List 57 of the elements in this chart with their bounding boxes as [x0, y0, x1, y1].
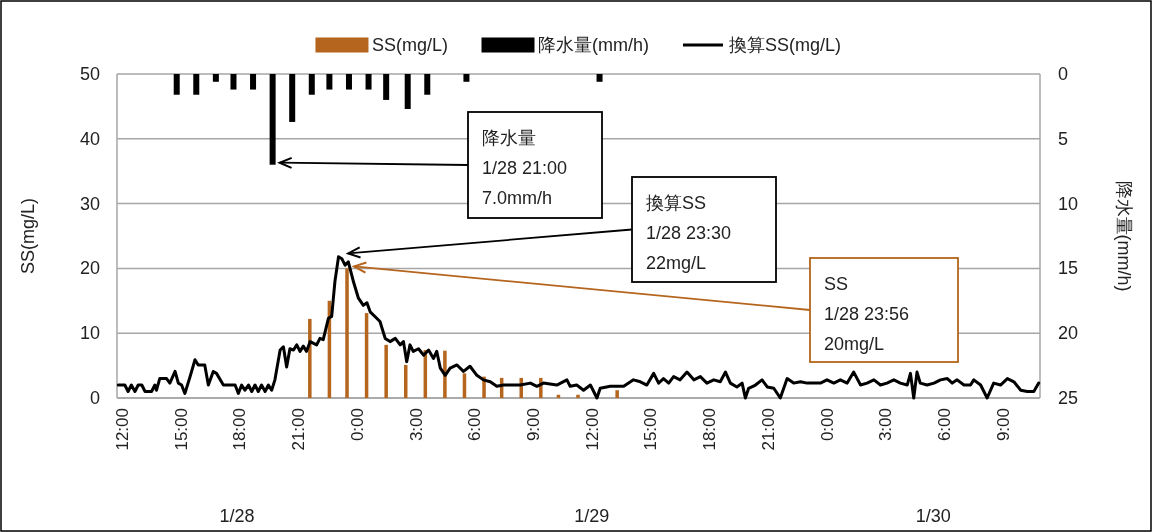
- y-tick-label: 0: [89, 388, 100, 408]
- legend-label: 降水量(mm/h): [538, 35, 649, 55]
- bar: [308, 318, 312, 398]
- x-tick-label: 18:00: [700, 408, 720, 451]
- y-tick-label: 40: [79, 128, 100, 149]
- x-tick-label: 6:00: [465, 408, 485, 442]
- y-tick-label: 10: [79, 323, 100, 344]
- x-tick-label: 21:00: [289, 408, 309, 451]
- bar: [404, 74, 411, 109]
- x-tick-label: 21:00: [758, 408, 778, 451]
- y-tick-label: 50: [79, 64, 100, 84]
- bar: [326, 74, 333, 90]
- x-tick-label: 6:00: [935, 408, 955, 442]
- legend-label: 換算SS(mg/L): [729, 35, 842, 55]
- y2-tick-label: 0: [1058, 64, 1069, 84]
- bar: [308, 74, 315, 95]
- x-tick-label: 12:00: [582, 408, 602, 451]
- x-tick-label: 9:00: [523, 408, 543, 442]
- bar: [193, 74, 200, 95]
- annotation: 換算SS 1/28 23:30 22mg/L: [646, 193, 732, 273]
- x-tick-label: 3:00: [406, 408, 426, 442]
- x-tick-label: 0:00: [817, 408, 837, 442]
- legend-label: SS(mg/L): [371, 35, 448, 55]
- y2-tick-label: 10: [1058, 193, 1079, 214]
- y2-tick-label: 20: [1058, 323, 1079, 344]
- bar: [424, 74, 431, 95]
- y-tick-label: 20: [79, 258, 100, 279]
- x-tick-label: 9:00: [993, 408, 1013, 442]
- bar: [269, 74, 276, 165]
- bar: [289, 74, 296, 122]
- y2-tick-label: 5: [1058, 128, 1069, 149]
- y-tick-label: 30: [79, 193, 100, 214]
- bar: [365, 74, 372, 90]
- bar: [212, 74, 219, 82]
- bar: [173, 74, 180, 95]
- bar: [230, 74, 237, 90]
- x-tick-label: 0:00: [347, 408, 367, 442]
- y2-tick-label: 25: [1058, 388, 1079, 408]
- x-tick-label: 15:00: [171, 408, 191, 451]
- bar: [250, 74, 257, 90]
- annotation: 降水量 1/28 21:00 7.0mm/h: [482, 128, 568, 208]
- x-tick-label: 3:00: [876, 408, 896, 442]
- bar: [383, 74, 390, 100]
- text: 1/29: [574, 506, 610, 526]
- annotation: SS 1/28 23:56 20mg/L: [824, 274, 910, 354]
- bar: [345, 268, 349, 398]
- x-tick-label: 15:00: [641, 408, 661, 451]
- x-tick-label: 18:00: [230, 408, 250, 451]
- y2-axis-title: 降水量(mm/h): [1114, 180, 1134, 292]
- x-tick-label: 12:00: [112, 408, 132, 451]
- bar: [384, 344, 388, 398]
- text: 1/28: [219, 506, 255, 526]
- y2-tick-label: 15: [1058, 258, 1079, 279]
- bar: [576, 394, 580, 398]
- text: 1/30: [915, 506, 951, 526]
- y-axis-title: SS(mg/L): [18, 197, 38, 275]
- bar: [345, 74, 352, 90]
